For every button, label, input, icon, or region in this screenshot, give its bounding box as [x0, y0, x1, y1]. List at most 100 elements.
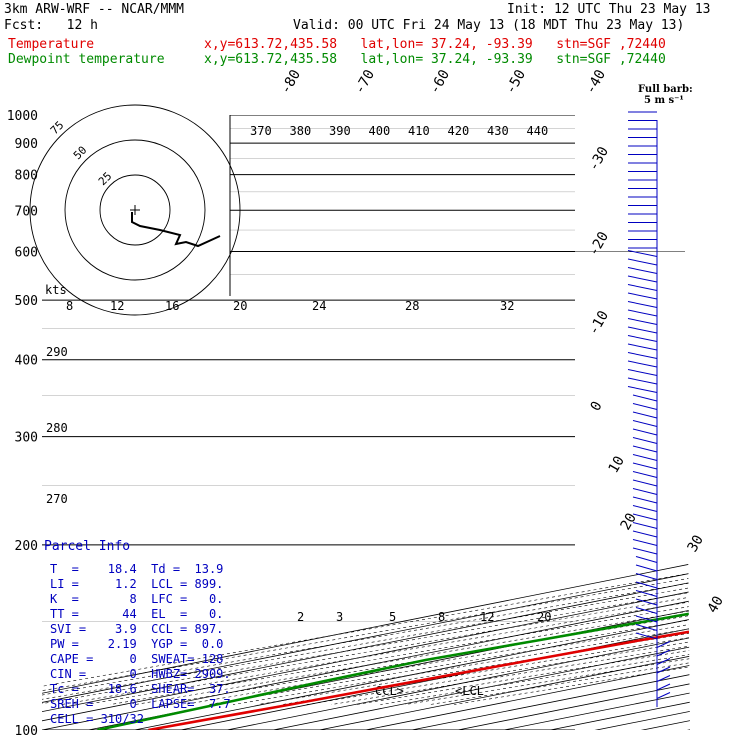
theta-label: 430	[487, 124, 509, 138]
hodograph-speed-label: 12	[110, 299, 124, 313]
isotherm-label: 0	[588, 399, 606, 414]
pressure-tick-label: 1000	[7, 109, 38, 124]
isotherm-label: -50	[503, 67, 530, 97]
hodograph-unit-label: kts	[45, 283, 67, 297]
theta-label: 370	[250, 124, 272, 138]
isotherm-label: -60	[427, 67, 454, 97]
wind-barb	[632, 488, 658, 495]
wind-barb	[632, 403, 658, 410]
pressure-tick-label: 700	[15, 204, 38, 219]
parcel-row: K = 8 LFC = 0.	[50, 592, 224, 606]
wind-barb	[656, 649, 671, 657]
wind-barb	[632, 420, 658, 427]
mixing-ratio-label: 12	[480, 610, 494, 624]
wind-barb	[632, 445, 658, 453]
parcel-row: T = 18.4 Td = 13.9	[50, 562, 224, 576]
parcel-info-panel: T = 18.4 Td = 13.9 LI = 1.2 LCL = 899. K…	[44, 537, 231, 729]
isotherm-line	[342, 115, 690, 730]
wind-barb	[635, 607, 658, 614]
valid-time: Valid: 00 UTC Fri 24 May 13 (18 MDT Thu …	[293, 18, 685, 33]
hodograph-speed-label: 32	[500, 299, 514, 313]
isotherm-label: -20	[586, 229, 613, 259]
hodograph-speed-label: 24	[312, 299, 326, 313]
isotherm-label: -10	[586, 308, 613, 338]
mixing-ratio-label: 3	[336, 610, 343, 624]
wind-barb	[635, 573, 658, 580]
wind-barb	[627, 267, 658, 274]
wind-barb	[627, 250, 658, 257]
wind-barb	[632, 471, 658, 478]
dry-adiabat-line	[208, 115, 690, 705]
theta-label: 420	[448, 124, 470, 138]
wind-barb	[632, 513, 658, 521]
lcl-label: <LCL	[455, 684, 484, 698]
dry-adiabat-line	[404, 115, 690, 705]
parcel-row: LI = 1.2 LCL = 899.	[50, 577, 224, 591]
isotherm-line	[65, 115, 690, 730]
isotherm-line	[620, 115, 690, 730]
isotherm-line	[158, 115, 690, 730]
barb-legend-label: Full barb: 5 m s⁻¹	[638, 84, 693, 106]
parcel-row: PW = 2.19 YGP = 0.0	[50, 637, 224, 651]
parcel-info-title: Parcel Info	[44, 539, 131, 554]
pressure-tick-label: 500	[15, 294, 38, 309]
temperature-location-info: x,y=613.72,435.58 lat,lon= 37.24, -93.39…	[204, 37, 666, 52]
dewpoint-location-info: x,y=613.72,435.58 lat,lon= 37.24, -93.39…	[204, 52, 666, 67]
wind-barb	[627, 284, 658, 291]
theta-label: 410	[408, 124, 430, 138]
wind-barb	[632, 411, 658, 419]
dewpoint-line	[97, 115, 690, 730]
model-title: 3km ARW-WRF -- NCAR/MMM	[4, 2, 185, 17]
forecast-hour: Fcst: 12 h	[4, 18, 98, 33]
dry-adiabat-line	[429, 115, 690, 705]
isotherm-line	[250, 115, 690, 730]
mixing-ratio-label: 8	[438, 610, 445, 624]
wind-barb	[627, 369, 658, 376]
mixing-ratio-label: 5	[389, 610, 396, 624]
isotherm-line	[42, 115, 690, 730]
wind-barb	[632, 496, 658, 504]
wind-barb	[627, 301, 658, 308]
hodograph-speed-label: 28	[405, 299, 419, 313]
wind-barb	[627, 352, 658, 359]
pressure-tick-label: 900	[15, 137, 38, 152]
isotherm-line	[42, 115, 690, 730]
isotherm-label: -80	[278, 67, 305, 97]
isotherm-label: 20	[618, 510, 640, 533]
isotherm-line	[42, 115, 690, 730]
wind-barb	[627, 318, 658, 325]
theta-label: 440	[527, 124, 549, 138]
wind-barb	[627, 377, 658, 385]
theta-label: 280	[46, 421, 68, 435]
isotherm-label: 40	[705, 593, 727, 616]
wind-barb	[627, 335, 658, 342]
wind-barb	[632, 547, 658, 555]
isotherm-label: 10	[606, 453, 628, 476]
wind-barb	[656, 658, 671, 665]
wind-barb	[627, 343, 658, 351]
wind-barb	[632, 505, 658, 512]
wind-barb	[656, 683, 671, 691]
isotherm-line	[42, 115, 690, 730]
hodograph-speed-label: 8	[66, 299, 73, 313]
wind-barb	[627, 309, 658, 317]
wind-barb	[632, 428, 658, 436]
wind-barb	[635, 564, 658, 572]
wind-barb	[635, 598, 658, 606]
hodograph-ring	[99, 174, 171, 246]
hodograph-ring	[29, 104, 241, 316]
wind-barb	[656, 675, 671, 682]
wind-barb	[627, 275, 658, 283]
dewpoint-legend-label: Dewpoint temperature	[8, 52, 165, 67]
parcel-row: CELL = 310/32	[50, 712, 144, 726]
wind-barb	[632, 479, 658, 487]
mixing-ratio-label: 20	[537, 610, 551, 624]
wind-barb	[635, 624, 658, 631]
wind-barb	[632, 522, 658, 529]
init-time: Init: 12 UTC Thu 23 May 13	[507, 2, 711, 17]
dry-adiabat-line	[306, 115, 690, 705]
parcel-row: SREH = 0 LAPSE= 7.7	[50, 697, 231, 711]
wind-barb	[627, 326, 658, 334]
isotherm-label: 30	[685, 532, 707, 555]
hodograph-ring	[64, 139, 206, 281]
